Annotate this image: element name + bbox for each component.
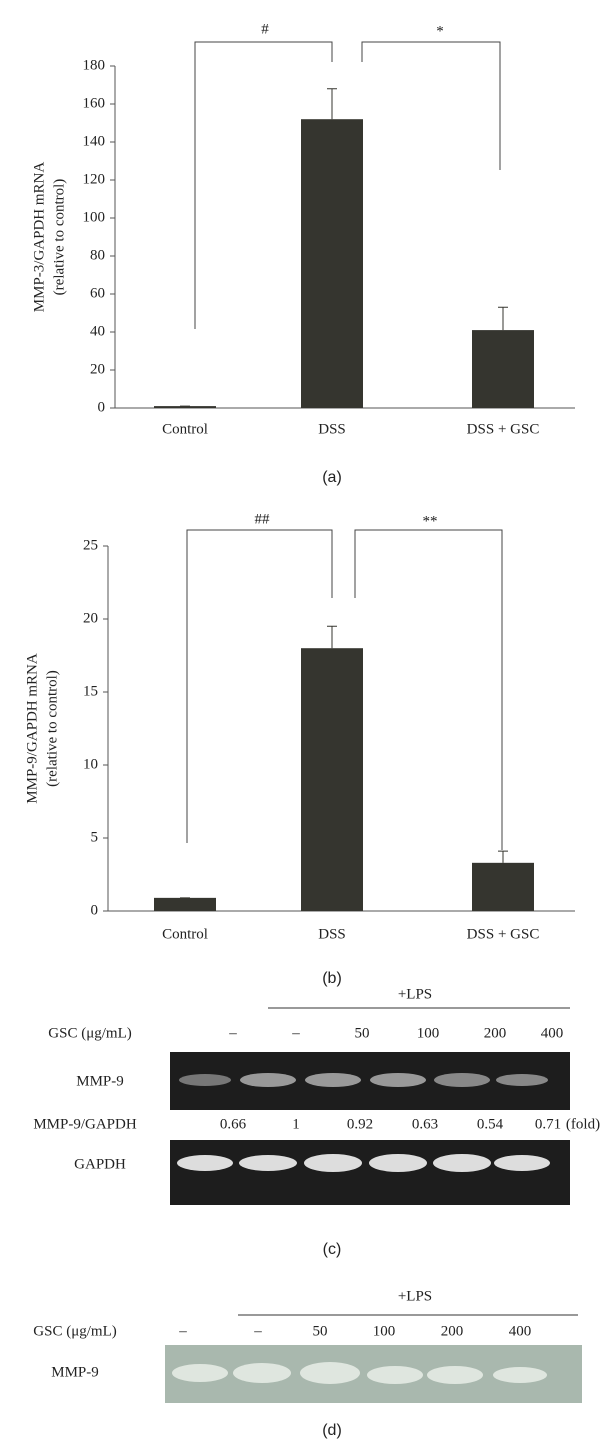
- x-tick-label: Control: [162, 421, 208, 437]
- y-tick-label: 15: [83, 683, 98, 699]
- annotation: *: [436, 23, 444, 39]
- y-tick-label: 20: [90, 361, 105, 377]
- panel-label: (c): [323, 1241, 342, 1258]
- bar: [154, 897, 216, 911]
- dose: 200: [484, 1025, 507, 1041]
- ratio-unit: (fold): [566, 1116, 600, 1132]
- annotation: **: [423, 513, 438, 529]
- bracket: [186, 529, 333, 843]
- dose: 200: [441, 1323, 464, 1339]
- annotation: ##: [255, 511, 271, 527]
- dose: 50: [313, 1323, 328, 1339]
- dose-label: GSC (μg/mL): [48, 1025, 131, 1041]
- ratio: 1: [292, 1116, 300, 1132]
- y-axis-label: (relative to control): [44, 670, 60, 787]
- y-axis-label: MMP-3/GAPDH mRNA: [31, 162, 47, 313]
- panel-label: (a): [322, 469, 342, 486]
- y-tick-label: 5: [91, 829, 99, 845]
- y-axis-label: (relative to control): [51, 179, 67, 296]
- ratio: 0.92: [347, 1116, 373, 1132]
- bar: [472, 862, 534, 911]
- x-tick-label: DSS: [318, 421, 346, 437]
- error-bar: [327, 88, 337, 120]
- bands: [179, 1073, 548, 1087]
- dose: –: [228, 1025, 237, 1041]
- ratio: 0.66: [220, 1116, 247, 1132]
- panel-label: (b): [322, 970, 342, 987]
- y-axis-label: MMP-9/GAPDH mRNA: [24, 653, 40, 804]
- y-tick-label: 80: [90, 247, 105, 263]
- error-bar: [498, 306, 508, 331]
- dose: –: [253, 1323, 262, 1339]
- ratio: 0.63: [412, 1116, 438, 1132]
- x-tick-label: DSS + GSC: [467, 926, 540, 942]
- dose: 400: [541, 1025, 564, 1041]
- y-tick-label: 0: [91, 902, 99, 918]
- band-label: MMP-9: [76, 1073, 124, 1089]
- bracket: [354, 529, 503, 850]
- dose: –: [178, 1323, 187, 1339]
- band-label: GAPDH: [74, 1156, 126, 1172]
- y-tick-label: 10: [83, 756, 98, 772]
- bracket: [194, 41, 333, 329]
- ratio: 0.71: [535, 1116, 561, 1132]
- dose: 100: [417, 1025, 440, 1041]
- dose-label: GSC (μg/mL): [33, 1323, 116, 1339]
- gel: [170, 1140, 570, 1205]
- bar: [301, 648, 363, 911]
- y-tick-label: 140: [83, 133, 106, 149]
- dose: –: [291, 1025, 300, 1041]
- dose: 50: [355, 1025, 370, 1041]
- x-tick-label: Control: [162, 926, 208, 942]
- y-tick-label: 160: [83, 95, 106, 111]
- error-bar: [498, 850, 508, 863]
- x-tick-label: DSS: [318, 926, 346, 942]
- dose: 100: [373, 1323, 396, 1339]
- bar: [154, 406, 216, 408]
- y-tick-label: 0: [98, 399, 106, 415]
- bands: [177, 1154, 550, 1172]
- ratio: 0.54: [477, 1116, 504, 1132]
- y-tick-label: 20: [83, 610, 98, 626]
- error-bar: [327, 625, 337, 649]
- dose: 400: [509, 1323, 532, 1339]
- annotation: #: [261, 21, 269, 37]
- bar: [472, 330, 534, 408]
- bracket: [361, 41, 501, 170]
- treatment: +LPS: [398, 1288, 432, 1304]
- y-tick-label: 25: [83, 537, 98, 553]
- ratio-label: MMP-9/GAPDH: [33, 1116, 137, 1132]
- bar: [301, 119, 363, 408]
- band-label: MMP-9: [51, 1364, 99, 1380]
- bands: [172, 1362, 547, 1384]
- y-tick-label: 60: [90, 285, 105, 301]
- y-tick-label: 180: [83, 57, 106, 73]
- y-tick-label: 120: [83, 171, 106, 187]
- y-tick-label: 40: [90, 323, 105, 339]
- x-tick-label: DSS + GSC: [467, 421, 540, 437]
- y-tick-label: 100: [83, 209, 106, 225]
- panel-label: (d): [322, 1422, 342, 1439]
- treatment: +LPS: [398, 986, 432, 1002]
